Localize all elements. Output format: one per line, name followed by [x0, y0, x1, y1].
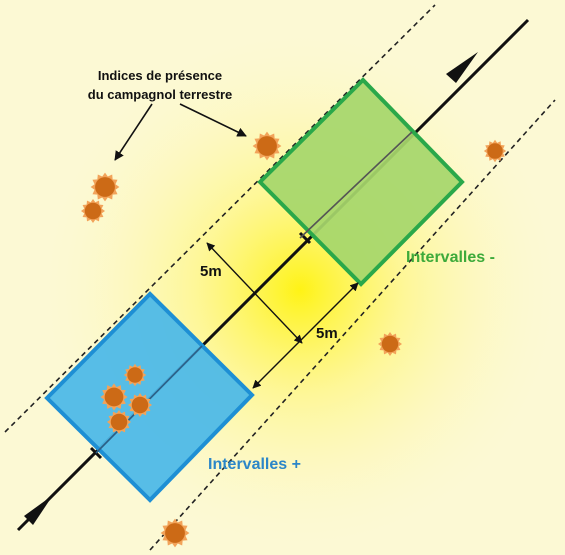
annotation-pointer-right [179, 103, 247, 137]
positive-interval-label: Intervalles + [208, 456, 301, 473]
dimension-arrow-across [252, 282, 359, 389]
positive-interval-square [44, 291, 255, 503]
dimension-label-along: 5m [200, 263, 222, 280]
transect-arrow-end [446, 52, 478, 83]
corridor-edge-right [149, 99, 556, 551]
annotation-line-2: du campagnol terrestre [88, 87, 233, 102]
negative-interval-label: Intervalles - [406, 249, 495, 266]
corridor-edge-left [4, 4, 436, 433]
dimension-label-across: 5m [316, 325, 338, 342]
annotation-line-1: Indices de présence [98, 68, 222, 83]
transect-inside-negative [299, 131, 413, 239]
transect-arrow-start [24, 495, 53, 525]
annotation-pointer-left [114, 103, 153, 161]
negative-interval-square [257, 77, 465, 287]
